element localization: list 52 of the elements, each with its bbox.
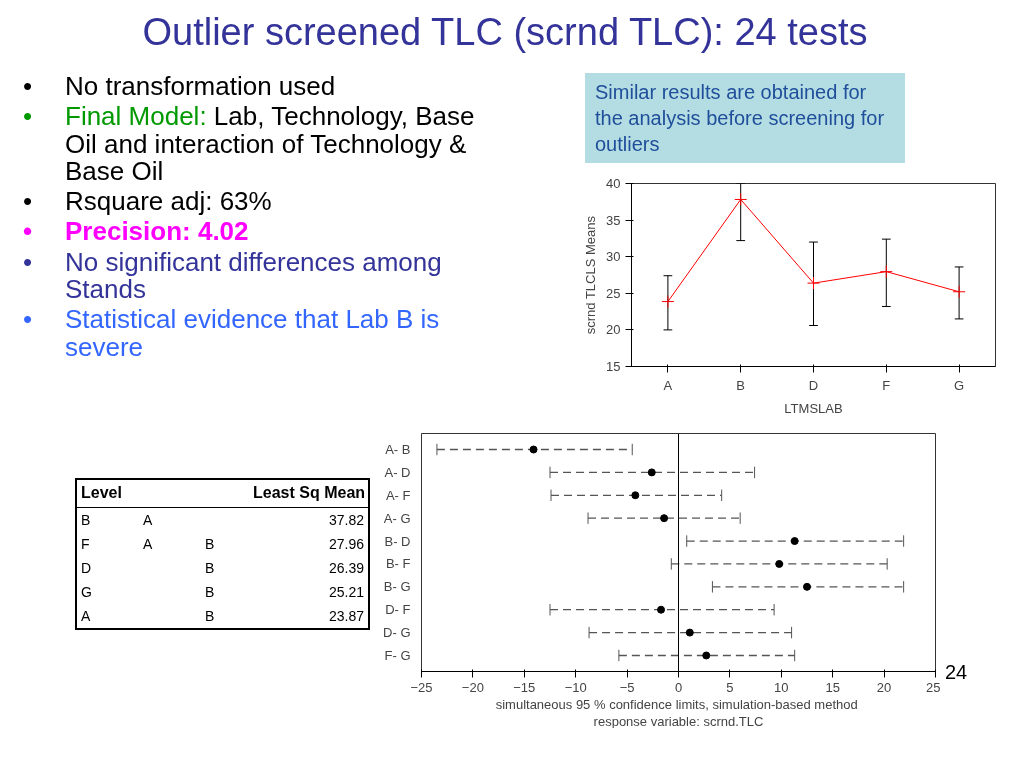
text: • Rsquare adj: 63%	[23, 186, 272, 217]
y-tick-label: F- G	[384, 647, 411, 663]
text: A B 23.87	[81, 607, 365, 624]
text: • No significant differences among Stands	[23, 246, 442, 305]
x-tick-label: A	[663, 377, 673, 393]
x-tick-label: 20	[876, 679, 892, 695]
text: G B 25.21	[81, 583, 365, 600]
y-tick-label: B- G	[383, 579, 411, 595]
y-tick-label: A- B	[385, 442, 411, 458]
y-tick-label: D- F	[385, 602, 411, 618]
text: B A 37.82	[81, 511, 365, 528]
y-tick-label: 30	[606, 249, 621, 265]
y-axis-title: scrnd TLCLS Means	[583, 215, 599, 335]
x-tick-label: 5	[726, 679, 734, 695]
y-tick-label: 35	[606, 212, 621, 228]
x-tick-label: D	[808, 377, 819, 393]
y-tick-label: A- G	[383, 510, 411, 526]
y-tick-label: D- G	[383, 625, 411, 641]
text: • No transformation used	[23, 71, 336, 101]
x-tick-label: −20	[461, 679, 484, 695]
text: 24	[945, 660, 968, 685]
text: F A B 27.96	[81, 535, 365, 552]
text: • Precision: 4.02	[23, 216, 249, 247]
text: • Statistical evidence that Lab B is severe	[23, 304, 440, 362]
x-tick-label: F	[882, 377, 891, 393]
text: simultaneous 95 % confidence limits, simulation-based method	[495, 696, 858, 712]
y-tick-label: 25	[606, 285, 621, 301]
y-tick-label: 40	[606, 176, 621, 191]
x-tick-label: 25	[926, 679, 941, 695]
x-tick-label: −15	[513, 679, 536, 695]
text: response variable: scrnd.TLC	[593, 713, 764, 729]
y-tick-label: A- D	[384, 464, 411, 480]
y-tick-label: A- F	[385, 487, 411, 503]
text: Level	[80, 483, 123, 503]
x-tick-label: 15	[825, 679, 840, 695]
text: D B 26.39	[81, 559, 365, 576]
y-tick-label: B- F	[385, 556, 411, 572]
y-tick-label: 15	[606, 359, 621, 374]
y-tick-label: B- D	[384, 533, 411, 549]
x-tick-label: −10	[564, 679, 587, 695]
x-axis-title: LTMSLAB	[784, 400, 843, 416]
x-tick-label: G	[954, 377, 965, 393]
text: Least Sq Mean	[252, 483, 367, 503]
y-tick-label: 20	[606, 322, 621, 338]
x-tick-label: 10	[774, 679, 789, 695]
x-tick-label: −5	[619, 679, 635, 695]
text: Similar results are obtained for the analysis before screening for outliers	[585, 73, 905, 163]
x-tick-label: −25	[410, 679, 433, 695]
x-tick-label: 0	[674, 679, 683, 695]
text: • Final Model: Lab, Technology, Base Oil and interaction of Technology & Base Oil	[23, 101, 475, 186]
text: Outlier screened TLC (scrnd TLC): 24 tests	[141, 10, 869, 55]
x-tick-label: B	[736, 377, 746, 393]
